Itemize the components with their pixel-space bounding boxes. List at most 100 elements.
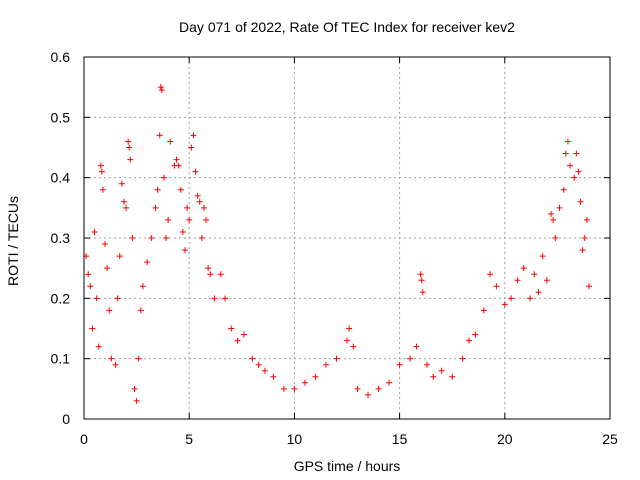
data-point-marker	[571, 174, 578, 181]
data-point-marker	[160, 174, 167, 181]
data-point-marker	[93, 295, 100, 302]
data-point-marker	[198, 235, 205, 241]
data-point-marker	[137, 307, 144, 314]
data-point-marker	[177, 186, 184, 193]
data-point-marker	[154, 186, 161, 193]
data-point-marker	[346, 325, 353, 332]
data-point-marker	[301, 379, 308, 386]
y-tick-label: 0.5	[51, 109, 71, 125]
chart-title: Day 071 of 2022, Rate Of TEC Index for r…	[179, 19, 515, 35]
data-point-marker	[417, 271, 424, 278]
data-point-marker	[190, 132, 197, 139]
data-point-marker	[234, 337, 241, 344]
data-point-marker	[104, 265, 111, 272]
data-point-marker	[280, 385, 287, 392]
data-point-marker	[556, 204, 563, 211]
data-point-marker	[205, 265, 212, 272]
data-point-marker	[543, 277, 550, 284]
data-point-marker	[228, 325, 235, 332]
data-point-marker	[120, 198, 127, 205]
plot-frame	[83, 56, 611, 420]
y-tick-label: 0.4	[51, 170, 71, 186]
data-point-marker	[550, 216, 557, 223]
data-point-marker	[322, 361, 329, 368]
data-point-marker	[194, 192, 201, 199]
data-point-marker	[129, 235, 136, 241]
data-point-marker	[407, 355, 414, 362]
data-point-marker	[106, 307, 113, 314]
data-point-marker	[192, 168, 199, 175]
data-point-marker	[181, 247, 188, 254]
data-point-marker	[261, 367, 268, 374]
data-point-marker	[91, 228, 98, 235]
data-point-marker	[418, 277, 425, 284]
data-point-marker	[156, 132, 163, 139]
data-point-marker	[487, 271, 494, 278]
data-point-marker	[567, 162, 574, 169]
data-point-marker	[118, 180, 125, 187]
data-point-marker	[493, 283, 500, 290]
y-tick-label: 0.2	[51, 290, 71, 306]
data-point-marker	[270, 373, 277, 380]
data-point-marker	[165, 216, 172, 223]
data-point-marker	[152, 204, 159, 211]
data-point-marker	[396, 361, 403, 368]
data-point-marker	[125, 138, 132, 145]
data-point-marker	[131, 385, 138, 392]
data-point-marker	[139, 283, 146, 290]
data-point-marker	[520, 265, 527, 272]
grid-lines	[84, 57, 610, 419]
data-point-marker	[99, 186, 106, 193]
data-point-marker	[375, 385, 382, 392]
data-point-marker	[89, 325, 96, 332]
data-point-marker	[144, 259, 151, 266]
data-point-marker	[95, 343, 102, 350]
data-point-marker	[350, 343, 357, 350]
data-point-marker	[386, 379, 393, 386]
data-point-marker	[459, 355, 466, 362]
data-point-marker	[87, 283, 94, 290]
data-point-marker	[514, 277, 521, 284]
data-point-marker	[188, 144, 195, 151]
data-point-marker	[531, 271, 538, 278]
data-point-marker	[148, 235, 155, 241]
data-point-marker	[573, 150, 580, 157]
data-point-marker	[365, 391, 372, 398]
data-point-marker	[173, 156, 180, 163]
data-point-marker	[560, 186, 567, 193]
data-point-marker	[419, 289, 426, 296]
data-point-marker	[472, 331, 479, 338]
data-point-marker	[196, 198, 203, 205]
x-tick-label: 15	[392, 431, 408, 447]
data-point-marker	[97, 162, 104, 169]
data-point-marker	[575, 168, 582, 175]
data-point-marker	[133, 397, 140, 404]
data-point-marker	[123, 204, 130, 211]
y-axis-title: ROTI / TECUs	[5, 196, 21, 286]
data-point-marker	[112, 361, 119, 368]
data-point-marker	[548, 210, 555, 217]
data-point-marker	[535, 289, 542, 296]
axis-ticks	[83, 56, 611, 420]
data-point-marker	[207, 271, 214, 278]
data-point-marker	[200, 204, 207, 211]
data-point-marker	[438, 367, 445, 374]
data-point-marker	[211, 295, 218, 302]
data-point-marker	[158, 87, 165, 94]
data-point-marker	[98, 168, 105, 175]
y-tick-labels: 0 0.1 0.2 0.3 0.4 0.5 0.6	[51, 49, 71, 427]
data-point-marker	[255, 361, 262, 368]
data-point-marker	[344, 337, 350, 344]
x-tick-label: 5	[185, 431, 193, 447]
data-point-marker	[221, 295, 228, 302]
data-point-marker	[114, 295, 121, 302]
data-point-marker	[217, 271, 224, 278]
data-point-marker	[167, 138, 174, 145]
data-point-marker	[413, 343, 420, 350]
x-tick-label: 25	[602, 431, 618, 447]
data-point-marker	[508, 295, 515, 302]
data-point-marker	[126, 144, 133, 151]
data-point-marker	[108, 355, 115, 362]
y-tick-label: 0.6	[51, 49, 71, 65]
